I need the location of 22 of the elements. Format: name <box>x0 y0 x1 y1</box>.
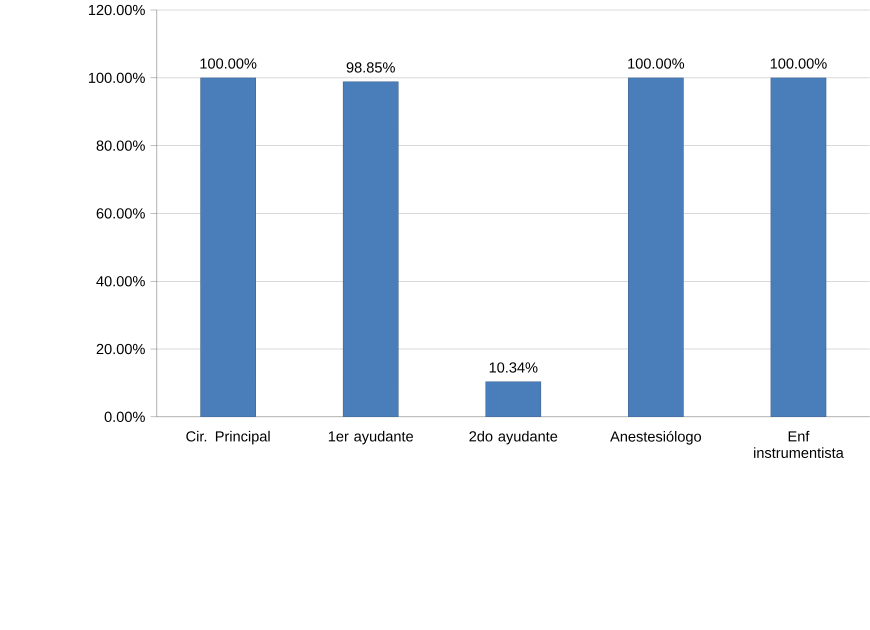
x-tick-label: 2do ayudante <box>469 430 558 444</box>
x-tick-label: Cir. Principal <box>186 430 270 444</box>
y-tick-label: 100.00% <box>88 72 145 83</box>
x-tick-label: 1er ayudante <box>328 430 413 444</box>
bar <box>200 77 256 417</box>
y-tick-label: 60.00% <box>96 208 145 218</box>
data-label: 100.00% <box>628 58 684 68</box>
x-tick-label: Enf instrumentista <box>754 430 844 458</box>
bar <box>628 77 684 417</box>
y-tick-label: 0.00% <box>104 411 145 422</box>
data-label: 98.85% <box>346 62 395 72</box>
data-label: 100.00% <box>770 58 827 68</box>
data-label: 100.00% <box>200 58 256 68</box>
y-tick-label: 80.00% <box>96 140 145 151</box>
y-tick-label: 120.00% <box>88 4 145 15</box>
y-tick-label: 40.00% <box>96 276 145 286</box>
x-tick-label: Anestesiólogo <box>610 430 702 444</box>
y-tick-label: 20.00% <box>96 344 145 354</box>
bar <box>485 381 542 417</box>
bar <box>342 81 399 417</box>
data-label: 10.34% <box>490 362 538 372</box>
bar <box>770 77 826 417</box>
